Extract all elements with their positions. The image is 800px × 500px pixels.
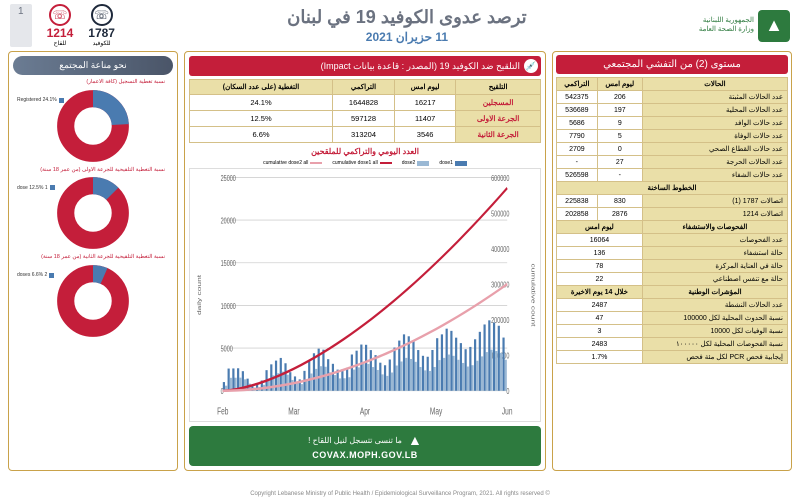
svg-text:600000: 600000 — [491, 174, 509, 183]
hotline-covid: ☏ 1787 للكوفيد — [88, 4, 115, 47]
page-number: 1 — [10, 4, 32, 47]
headset-icon: ☏ — [49, 4, 71, 26]
chart-title: العدد اليومي والتراكمي للملقحين — [189, 147, 541, 156]
immunity-column: نحو مناعة المجتمع نسبة تغطية التسجيل (كا… — [8, 51, 178, 471]
svg-text:5000: 5000 — [221, 344, 233, 353]
svg-text:cumulative count: cumulative count — [530, 264, 536, 327]
svg-text:May: May — [430, 405, 443, 417]
main-title: ترصد عدوى الكوفيد 19 في لبنان — [115, 7, 699, 28]
footer-copyright: © Copyright Lebanese Ministry of Public … — [0, 491, 800, 497]
svg-text:10000: 10000 — [221, 302, 236, 311]
header: ▲ الجمهورية اللبنانية وزارة الصحة العامة… — [0, 0, 800, 51]
covax-url: COVAX.MOPH.GOV.LB — [195, 450, 535, 460]
svg-text:Feb: Feb — [217, 405, 229, 417]
vaccination-chart: 2500020000150001000050000600000500000400… — [189, 168, 541, 422]
vaccine-header: 💉 التلقيح ضد الكوفيد 19 (المصدر : قاعدة … — [189, 56, 541, 76]
alert-level: مستوى (2) من التفشي المجتمعي — [556, 55, 788, 74]
svg-text:Apr: Apr — [360, 405, 370, 417]
covax-banner: ▲ ما تنسى تتسجل لنيل اللقاح ! COVAX.MOPH… — [189, 426, 541, 466]
dashboard: ▲ الجمهورية اللبنانية وزارة الصحة العامة… — [0, 0, 800, 500]
svg-text:500000: 500000 — [491, 209, 509, 218]
svg-text:25000: 25000 — [221, 174, 236, 183]
chart-legend: dose1 dose2 cumulative dose1 all cumulat… — [189, 158, 541, 168]
svg-text:Jun: Jun — [502, 405, 513, 417]
stats-column: مستوى (2) من التفشي المجتمعي الحالاتليوم… — [552, 51, 792, 471]
report-date: 11 حزيران 2021 — [115, 30, 699, 44]
donut-registered: نسبة تغطية التسجيل (كافة الاعمار) Regist… — [13, 79, 173, 165]
svg-text:400000: 400000 — [491, 245, 509, 254]
cases-table: الحالاتليوم امسالتراكمي عدد الحالات المث… — [556, 77, 788, 364]
hotline-vaccine: ☏ 1214 للقاح — [47, 4, 74, 47]
content-grid: مستوى (2) من التفشي المجتمعي الحالاتليوم… — [0, 51, 800, 471]
svg-text:15000: 15000 — [221, 259, 236, 268]
vaccine-table: التلقيحليوم امسالتراكميالتغطية (على عدد … — [189, 79, 541, 143]
immunity-header: نحو مناعة المجتمع — [13, 56, 173, 75]
syringe-icon: 💉 — [524, 59, 538, 73]
headset-icon: ☏ — [91, 4, 113, 26]
donut-dose1: نسبة التغطية التلقيحية للجرعة الاولى (من… — [13, 167, 173, 253]
hotlines: ☏ 1787 للكوفيد ☏ 1214 للقاح 1 — [10, 4, 115, 47]
svg-text:daily count: daily count — [196, 275, 202, 315]
svg-text:Mar: Mar — [288, 405, 299, 417]
cedar-icon: ▲ — [408, 432, 422, 448]
logo-block: ▲ الجمهورية اللبنانية وزارة الصحة العامة — [699, 10, 790, 42]
vaccine-column: 💉 التلقيح ضد الكوفيد 19 (المصدر : قاعدة … — [184, 51, 546, 471]
cedar-logo-icon: ▲ — [758, 10, 790, 42]
org-name: الجمهورية اللبنانية وزارة الصحة العامة — [699, 17, 754, 34]
title-block: ترصد عدوى الكوفيد 19 في لبنان 11 حزيران … — [115, 7, 699, 44]
donut-dose2: نسبة التغطية التلقيحية للجرعة الثانية (م… — [13, 254, 173, 340]
svg-text:20000: 20000 — [221, 216, 236, 225]
